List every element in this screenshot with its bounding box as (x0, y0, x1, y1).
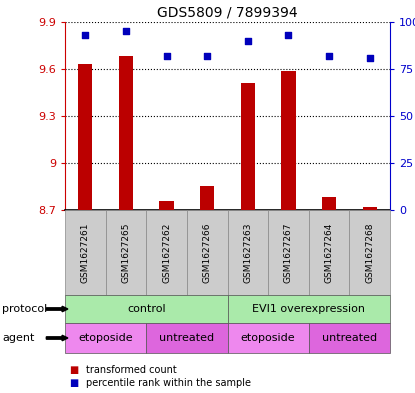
Bar (363, 207, 377, 210)
Text: percentile rank within the sample: percentile rank within the sample (86, 378, 251, 388)
Bar (227, 210, 268, 295)
Text: GSM1627263: GSM1627263 (243, 222, 252, 283)
Text: GSM1627264: GSM1627264 (325, 222, 334, 283)
Bar (119, 57, 133, 210)
Point (366, 55, 373, 61)
Point (163, 53, 170, 59)
Text: untreated: untreated (159, 333, 215, 343)
Text: GSM1627267: GSM1627267 (284, 222, 293, 283)
Text: ■: ■ (69, 365, 78, 375)
Bar (227, 323, 309, 353)
Bar (349, 210, 390, 295)
Bar (65, 323, 146, 353)
Bar (322, 197, 336, 210)
Point (285, 32, 292, 38)
Bar (309, 210, 349, 295)
Bar (200, 187, 214, 210)
Bar (309, 323, 390, 353)
Text: GSM1627268: GSM1627268 (365, 222, 374, 283)
Bar (281, 71, 295, 210)
Point (122, 28, 129, 35)
Text: GSM1627261: GSM1627261 (81, 222, 90, 283)
Bar (65, 295, 227, 323)
Text: agent: agent (2, 333, 34, 343)
Bar (78, 64, 93, 210)
Bar (146, 210, 187, 295)
Bar (106, 210, 146, 295)
Text: transformed count: transformed count (86, 365, 176, 375)
Text: GSM1627262: GSM1627262 (162, 222, 171, 283)
Point (244, 38, 251, 44)
Bar (146, 323, 227, 353)
Point (204, 53, 210, 59)
Text: control: control (127, 304, 166, 314)
Bar (227, 295, 390, 323)
Title: GDS5809 / 7899394: GDS5809 / 7899394 (157, 6, 298, 19)
Text: EVI1 overexpression: EVI1 overexpression (252, 304, 365, 314)
Bar (187, 210, 227, 295)
Text: etoposide: etoposide (241, 333, 295, 343)
Point (326, 53, 332, 59)
Text: protocol: protocol (2, 304, 47, 314)
Point (82, 32, 89, 38)
Bar (159, 200, 173, 210)
Text: GSM1627266: GSM1627266 (203, 222, 212, 283)
Text: untreated: untreated (322, 333, 377, 343)
Text: GSM1627265: GSM1627265 (122, 222, 130, 283)
Bar (241, 83, 255, 210)
Bar (65, 210, 106, 295)
Text: ■: ■ (69, 378, 78, 388)
Text: etoposide: etoposide (78, 333, 133, 343)
Bar (268, 210, 309, 295)
